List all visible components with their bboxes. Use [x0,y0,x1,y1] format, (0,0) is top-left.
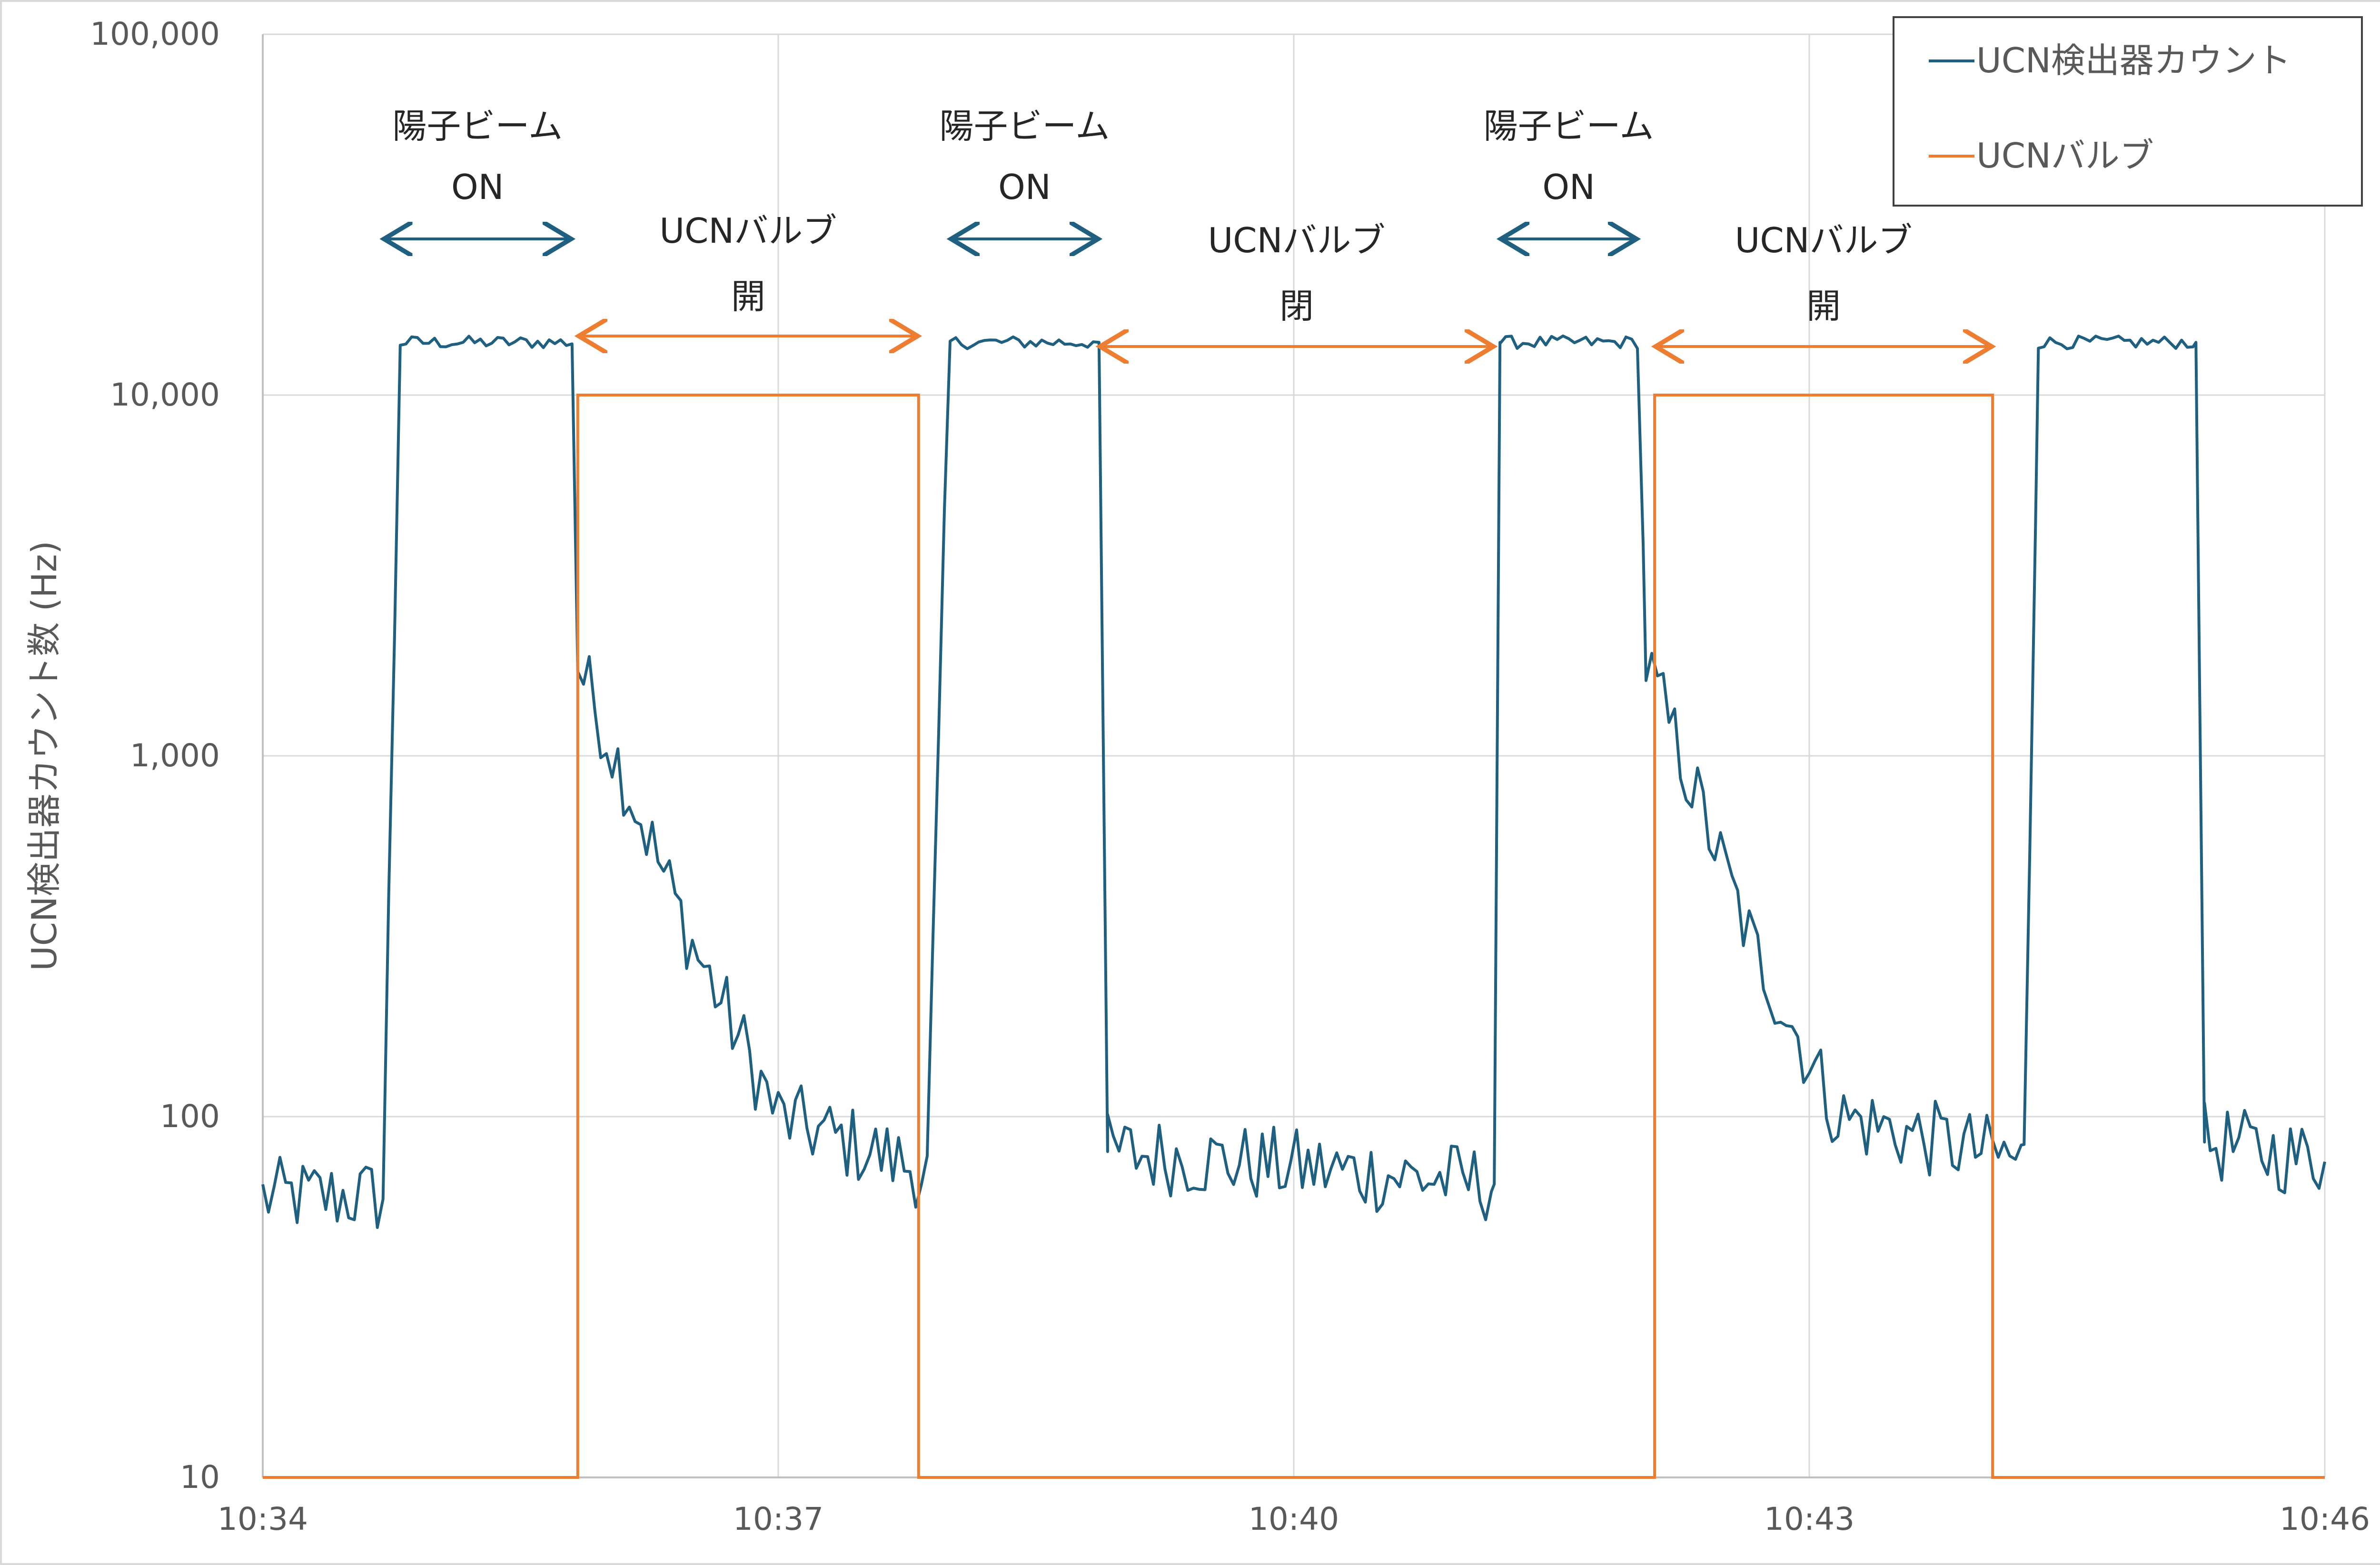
annotation-sublabel: ON [451,167,504,207]
x-tick-label: 10:46 [2280,1501,2370,1537]
annotation-label: 陽子ビーム [1484,106,1654,146]
annotation-sublabel: ON [998,167,1051,207]
annotation-label: UCNバルブ [1735,220,1913,260]
legend: UCN検出器カウント UCNバルブ [1893,16,2363,207]
annotation-sublabel: ON [1542,167,1595,207]
annotation-label: 陽子ビーム [392,106,563,146]
x-tick-label: 10:43 [1764,1501,1854,1537]
annotation-sublabel: 開 [1806,286,1841,326]
annotation-layer: 陽子ビームONUCNバルブ開陽子ビームONUCNバルブ閉陽子ビームONUCNバル… [387,106,1989,347]
y-tick-label: 100 [160,1098,220,1135]
legend-box [1893,16,2363,207]
y-tick-label: 10 [180,1459,220,1496]
annotation-sublabel: 開 [731,277,765,317]
y-axis-title: UCN検出器カウント数 (Hz) [24,541,64,971]
x-tick-label: 10:37 [733,1501,823,1537]
y-tick-label: 1,000 [130,737,220,774]
legend-label: UCNバルブ [1976,136,2154,176]
series-line-ucn-valve [263,394,2325,1479]
axis-layer: 10 100 1,000 10,000 100,000 10:34 10:37 10:40 10… [24,16,2370,1537]
y-tick-label: 10,000 [110,376,220,413]
y-tick-label: 100,000 [90,16,220,52]
series-line-ucn-detector [261,334,2326,1229]
annotation-sublabel: 閉 [1279,286,1314,326]
annotation-label: 陽子ビーム [940,106,1110,146]
x-tick-label: 10:34 [218,1501,308,1537]
annotation-label: UCNバルブ [659,211,837,251]
x-tick-label: 10:40 [1249,1501,1339,1537]
legend-label: UCN検出器カウント [1976,40,2291,80]
series-layer [261,334,2326,1479]
annotation-label: UCNバルブ [1208,220,1386,260]
